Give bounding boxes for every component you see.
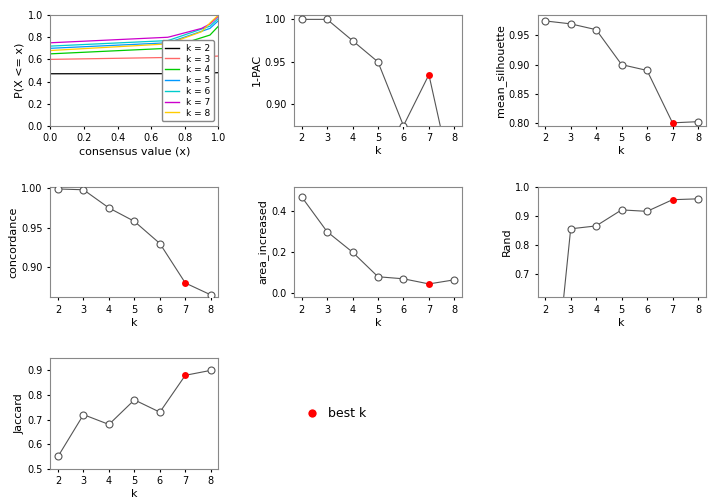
Y-axis label: area_increased: area_increased (257, 200, 269, 284)
X-axis label: k: k (131, 318, 138, 328)
Y-axis label: Rand: Rand (502, 228, 512, 256)
X-axis label: k: k (618, 318, 625, 328)
Legend: k = 2, k = 3, k = 4, k = 5, k = 6, k = 7, k = 8: k = 2, k = 3, k = 4, k = 5, k = 6, k = 7… (162, 40, 214, 121)
X-axis label: k: k (374, 318, 382, 328)
Y-axis label: P(X <= x): P(X <= x) (14, 43, 24, 98)
X-axis label: k: k (618, 146, 625, 156)
X-axis label: k: k (131, 489, 138, 499)
Legend: best k: best k (300, 402, 371, 425)
Y-axis label: concordance: concordance (9, 206, 19, 278)
X-axis label: consensus value (x): consensus value (x) (78, 146, 190, 156)
Y-axis label: 1-PAC: 1-PAC (252, 54, 262, 87)
Y-axis label: Jaccard: Jaccard (14, 393, 24, 434)
Y-axis label: mean_silhouette: mean_silhouette (495, 24, 505, 117)
X-axis label: k: k (374, 146, 382, 156)
